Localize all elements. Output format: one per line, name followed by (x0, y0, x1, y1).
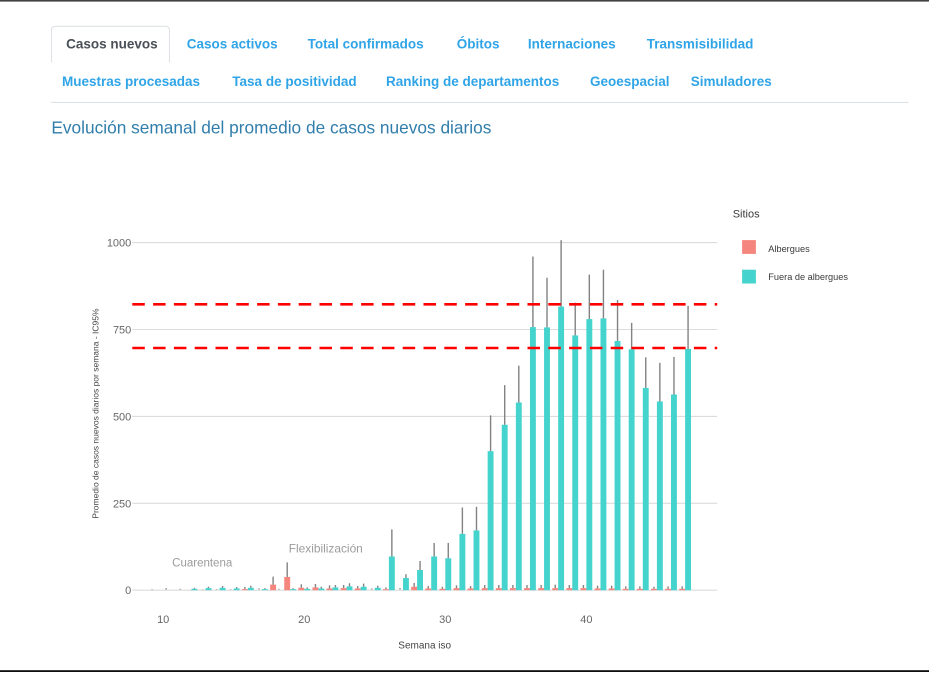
svg-text:250: 250 (113, 498, 131, 510)
svg-text:500: 500 (113, 411, 131, 423)
svg-text:30: 30 (439, 614, 451, 626)
svg-text:1000: 1000 (107, 238, 131, 250)
svg-text:Casos nuevos: Casos nuevos (66, 37, 158, 52)
svg-text:Fuera de albergues: Fuera de albergues (768, 272, 848, 282)
svg-text:10: 10 (157, 614, 169, 626)
svg-text:Casos activos: Casos activos (187, 37, 278, 52)
svg-text:Sitios: Sitios (733, 208, 760, 220)
svg-text:Simuladores: Simuladores (691, 74, 772, 89)
svg-text:Semana iso: Semana iso (398, 640, 451, 651)
svg-text:Ranking de departamentos: Ranking de departamentos (386, 74, 559, 89)
svg-text:0: 0 (125, 585, 131, 597)
svg-text:Transmisibilidad: Transmisibilidad (647, 37, 754, 52)
svg-text:Evolución semanal del promedio: Evolución semanal del promedio de casos … (51, 118, 491, 138)
svg-text:Óbitos: Óbitos (457, 37, 500, 52)
svg-text:Internaciones: Internaciones (528, 37, 616, 52)
svg-text:Promedio de casos nuevos diari: Promedio de casos nuevos diarios por sem… (90, 308, 100, 519)
svg-text:Flexibilización: Flexibilización (289, 542, 363, 556)
svg-text:20: 20 (298, 614, 310, 626)
svg-text:Muestras procesadas: Muestras procesadas (62, 74, 200, 89)
svg-text:Cuarentena: Cuarentena (172, 558, 233, 570)
svg-text:Total confirmados: Total confirmados (308, 37, 424, 52)
svg-text:Tasa de positividad: Tasa de positividad (232, 74, 356, 89)
svg-text:750: 750 (113, 325, 131, 337)
svg-text:Geoespacial: Geoespacial (590, 74, 670, 89)
svg-text:Albergues: Albergues (768, 244, 810, 254)
svg-text:40: 40 (580, 614, 592, 626)
